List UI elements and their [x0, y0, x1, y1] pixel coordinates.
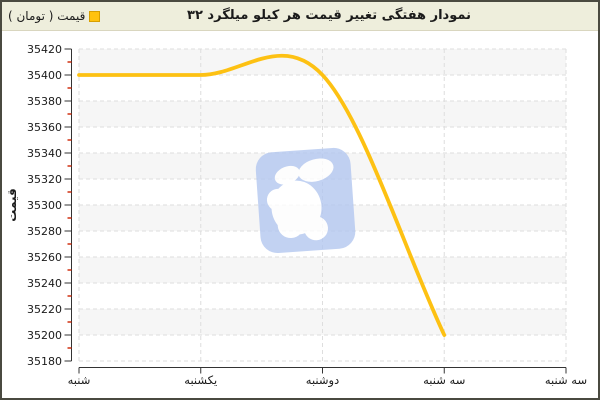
y-axis-tick-label: 35360 [27, 121, 62, 134]
y-axis-tick-label: 35300 [27, 199, 62, 212]
watermark-shape [298, 158, 334, 182]
x-axis-label: سه شنبه [423, 373, 465, 387]
x-axis-label: سه شنبه [545, 373, 587, 387]
y-axis-tick-label: 35280 [27, 225, 62, 238]
legend-label: قیمت ( تومان ) [8, 9, 86, 23]
watermark-shape [266, 188, 289, 211]
watermark-shape [274, 165, 300, 185]
chart-title: نمودار هفتگی تغییر قیمت هر کیلو میلگرد ۳… [187, 8, 471, 23]
y-axis-tick-label: 35220 [27, 303, 62, 316]
price-line [77, 53, 447, 337]
legend: قیمت ( تومان ) [8, 2, 101, 30]
y-axis-tick-label: 35240 [27, 277, 62, 290]
y-axis-tick-label: 35200 [27, 329, 62, 342]
x-axis-label: دوشنبه [306, 373, 339, 388]
chart-header: نمودار هفتگی تغییر قیمت هر کیلو میلگرد ۳… [2, 2, 598, 31]
y-axis-tick-label: 35180 [27, 355, 62, 368]
y-axis-tick-label: 35420 [27, 43, 62, 56]
y-axis-tick-label: 35340 [27, 147, 62, 160]
y-axis-tick-label: 35400 [27, 69, 62, 82]
legend-color-swatch [89, 10, 101, 22]
x-axis-label: شنبه [68, 373, 91, 387]
watermark-logo [255, 147, 356, 254]
y-axis-tick-label: 35320 [27, 173, 62, 186]
y-axis-tick-label: 35260 [27, 251, 62, 264]
x-axis-label: یکشنبه [184, 373, 217, 387]
y-axis-tick-label: 35380 [27, 95, 62, 108]
watermark-shape [277, 212, 304, 239]
watermark-shape [304, 216, 329, 241]
y-axis-title: قیمت [5, 188, 19, 222]
